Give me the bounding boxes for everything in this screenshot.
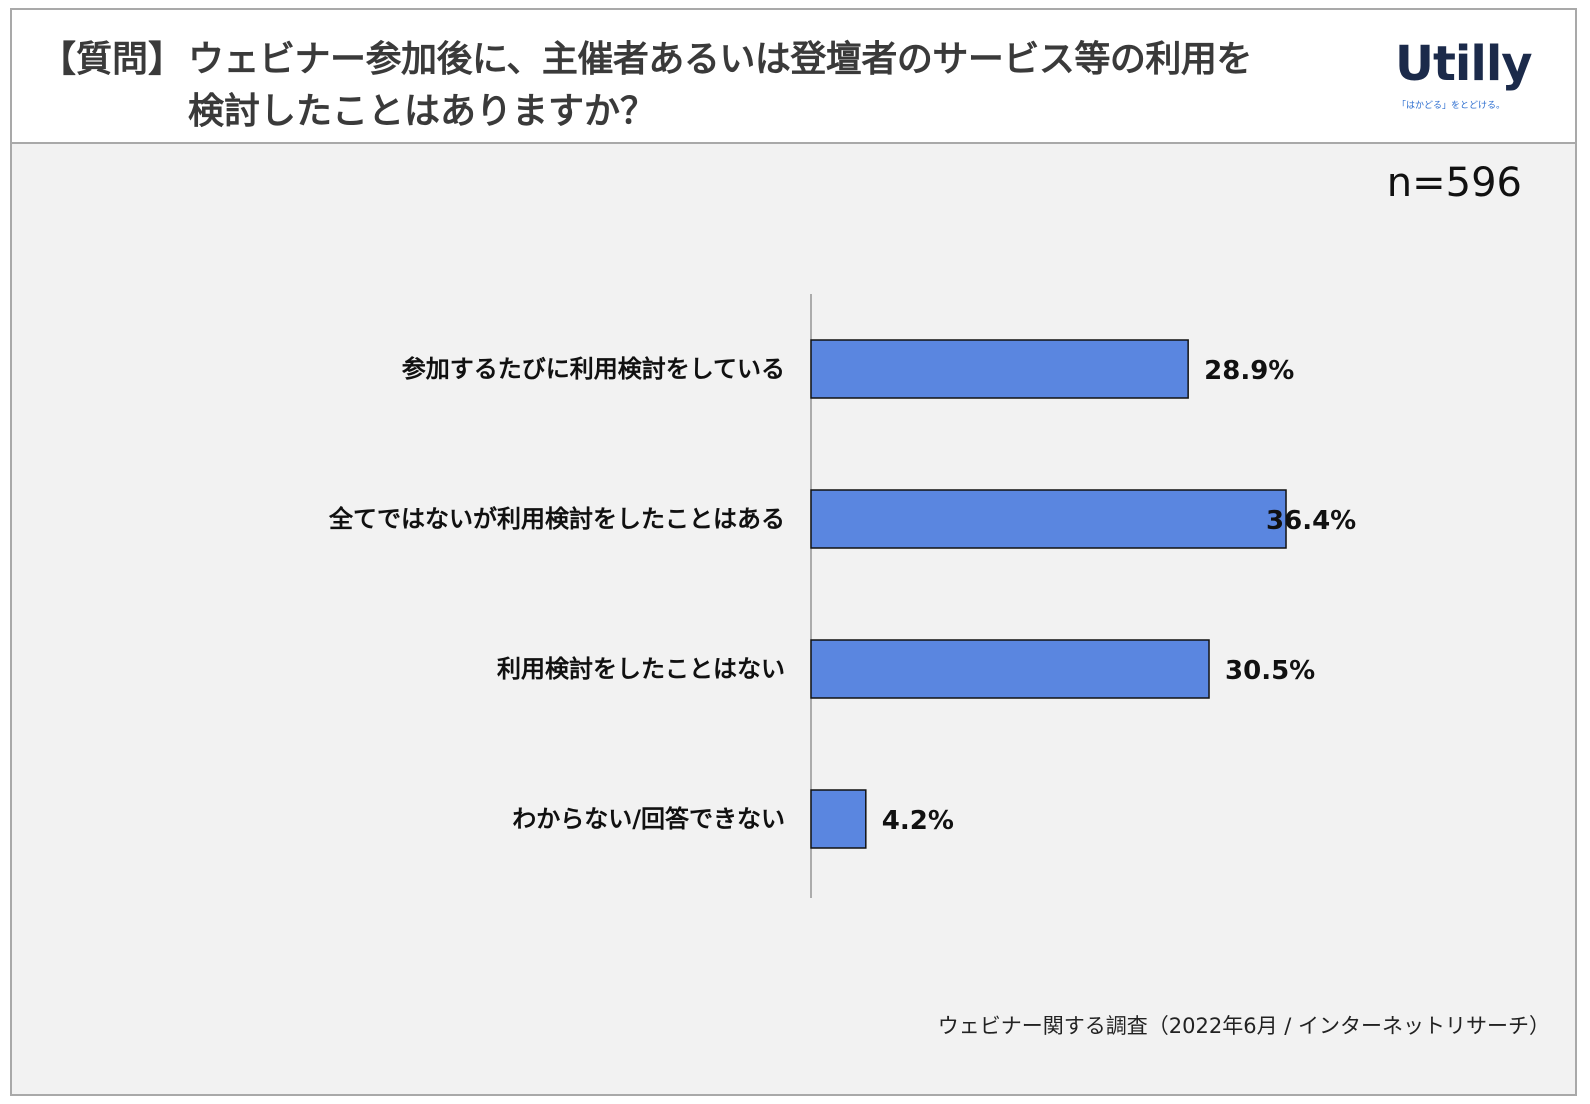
bar-0 (810, 339, 1189, 399)
value-label-0: 28.9% (1204, 356, 1294, 386)
value-label-1: 36.4% (1266, 506, 1356, 536)
logo-tagline: 「はかどる」をとどける。 (1397, 101, 1506, 111)
source-note: ウェビナー関する調査（2022年6月 / インターネットリサーチ） (937, 1014, 1550, 1038)
chart-frame: 【質問】 ウェビナー参加後に、主催者あるいは登壇者のサービス等の利用を 検討した… (10, 8, 1577, 1096)
question-prefix: 【質問】 (40, 39, 185, 80)
utilly-logo: Utilly 「はかどる」をとどける。 (1395, 40, 1535, 120)
question-text-line1: ウェビナー参加後に、主催者あるいは登壇者のサービス等の利用を (188, 39, 1252, 80)
category-label-1: 全てではないが利用検討をしたことはある (328, 505, 785, 533)
bar-2 (810, 639, 1210, 699)
bar-3 (810, 789, 867, 849)
value-label-2: 30.5% (1225, 656, 1315, 686)
category-label-3: わからない/回答できない (512, 805, 785, 833)
sample-size-label: n=596 (1386, 160, 1522, 206)
bar-1 (810, 489, 1287, 549)
question-text-line2: 検討したことはありますか？ (188, 91, 657, 132)
logo-wordmark: Utilly (1395, 36, 1533, 92)
question-header: 【質問】 ウェビナー参加後に、主催者あるいは登壇者のサービス等の利用を 検討した… (12, 10, 1575, 144)
category-label-0: 参加するたびに利用検討をしている (402, 355, 785, 383)
value-label-3: 4.2% (882, 806, 954, 836)
category-label-2: 利用検討をしたことはない (497, 655, 785, 683)
